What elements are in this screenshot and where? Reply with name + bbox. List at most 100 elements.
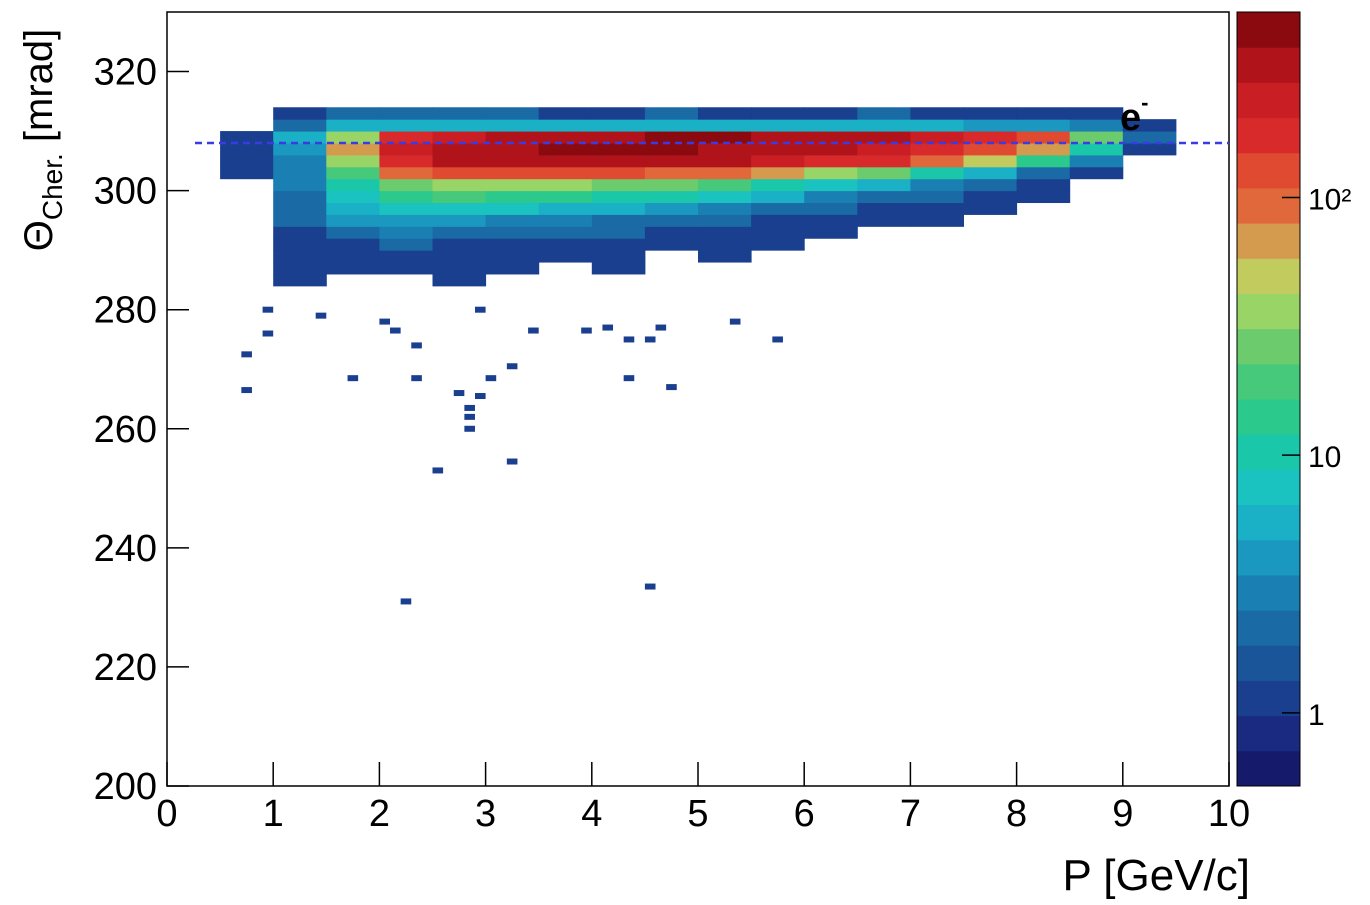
heatmap-cell — [698, 131, 752, 144]
heatmap-cell — [326, 166, 380, 180]
x-tick-label: 8 — [1006, 793, 1027, 835]
heatmap-cell — [857, 142, 911, 156]
heatmap-cell — [857, 154, 911, 168]
heatmap-cell — [326, 214, 380, 227]
heatmap-cell — [804, 190, 858, 204]
heatmap-cell — [591, 226, 646, 239]
x-tick-label: 0 — [156, 793, 177, 835]
heatmap-cell — [751, 202, 805, 215]
heatmap-cell — [273, 131, 327, 144]
x-tick-label: 5 — [687, 793, 708, 835]
x-tick-label: 10 — [1208, 793, 1250, 835]
heatmap-cell — [379, 226, 433, 239]
x-tick-label: 1 — [263, 793, 284, 835]
heatmap-cell — [698, 250, 752, 263]
heatmap-cell — [273, 154, 327, 168]
heatmap-cell — [804, 107, 858, 120]
outlier-cell — [390, 327, 401, 334]
heatmap-cell — [432, 119, 487, 132]
heatmap-cell — [698, 107, 752, 120]
heatmap-cell — [751, 190, 805, 204]
outlier-cell — [729, 318, 741, 325]
heatmap-cell — [857, 119, 911, 132]
outlier-cell — [464, 425, 475, 432]
outlier-cell — [347, 375, 359, 382]
heatmap-cell — [432, 238, 487, 251]
heatmap-cell — [326, 250, 380, 263]
colorbar-band — [1237, 750, 1300, 787]
outlier-cell — [474, 393, 486, 400]
heatmap-cell — [220, 131, 274, 144]
heatmap-cell — [591, 178, 646, 192]
heatmap — [220, 107, 1177, 605]
heatmap-cell — [591, 202, 646, 215]
colorbar-tick-label: 10² — [1308, 184, 1351, 217]
heatmap-cell — [698, 154, 752, 168]
heatmap-cell — [1016, 142, 1071, 156]
colorbar-band — [1237, 152, 1300, 189]
heatmap-cell — [273, 202, 327, 215]
x-axis-label: P [GeV/c] — [1063, 851, 1251, 900]
heatmap-cell — [1122, 131, 1177, 144]
outlier-cell — [506, 363, 518, 370]
heatmap-cell — [804, 202, 858, 215]
heatmap-cell — [485, 119, 540, 132]
outlier-cell — [464, 404, 475, 411]
heatmap-cell — [751, 131, 805, 144]
heatmap-cell — [538, 131, 593, 144]
heatmap-cell — [698, 238, 752, 251]
heatmap-cell — [910, 131, 964, 144]
heatmap-cell — [432, 250, 487, 263]
heatmap-cell — [379, 250, 433, 263]
heatmap-cell — [751, 166, 805, 180]
heatmap-cell — [963, 142, 1018, 156]
heatmap-cell — [538, 202, 593, 215]
heatmap-cell — [910, 142, 964, 156]
outlier-cell — [485, 375, 497, 382]
y-tick-label: 220 — [94, 647, 157, 689]
y-label-main: Θ — [17, 220, 61, 251]
colorbar-band — [1237, 258, 1300, 294]
heatmap-cell — [326, 238, 380, 251]
heatmap-cell — [485, 154, 540, 168]
heatmap-cell — [326, 190, 380, 204]
heatmap-cell — [591, 166, 646, 180]
outlier-cell — [602, 324, 614, 331]
heatmap-cell — [804, 178, 858, 192]
annotation: e- — [1120, 90, 1148, 139]
outlier-cell — [644, 336, 656, 343]
outlier-cell — [506, 458, 518, 465]
heatmap-cell — [1122, 119, 1177, 132]
heatmap-cell — [432, 190, 487, 204]
colorbar-band — [1237, 680, 1300, 717]
heatmap-cell — [220, 166, 274, 180]
heatmap-cell — [1016, 119, 1071, 132]
heatmap-cell — [591, 154, 646, 168]
heatmap-cell — [1069, 107, 1124, 120]
outlier-cell — [464, 413, 475, 420]
heatmap-cell — [1016, 131, 1071, 144]
heatmap-cell — [751, 154, 805, 168]
heatmap-cell — [485, 131, 540, 144]
heatmap-cell — [1016, 166, 1071, 180]
heatmap-cell — [751, 238, 805, 251]
heatmap-cell — [326, 262, 380, 275]
x-tick-label: 6 — [794, 793, 815, 835]
colorbar-band — [1237, 363, 1300, 400]
heatmap-cell — [698, 190, 752, 204]
heatmap-cell — [963, 178, 1018, 192]
outlier-cell — [241, 351, 252, 358]
heatmap-cell — [804, 142, 858, 156]
heatmap-cell — [432, 142, 487, 156]
heatmap-cell — [1069, 131, 1124, 144]
heatmap-cell — [644, 107, 699, 120]
heatmap-cell — [273, 142, 327, 156]
heatmap-cell — [963, 107, 1018, 120]
heatmap-cell — [220, 154, 274, 168]
heatmap-cell — [220, 142, 274, 156]
heatmap-cell — [963, 202, 1018, 215]
outlier-cell — [432, 467, 444, 474]
heatmap-cell — [432, 226, 487, 239]
heatmap-cell — [644, 226, 699, 239]
